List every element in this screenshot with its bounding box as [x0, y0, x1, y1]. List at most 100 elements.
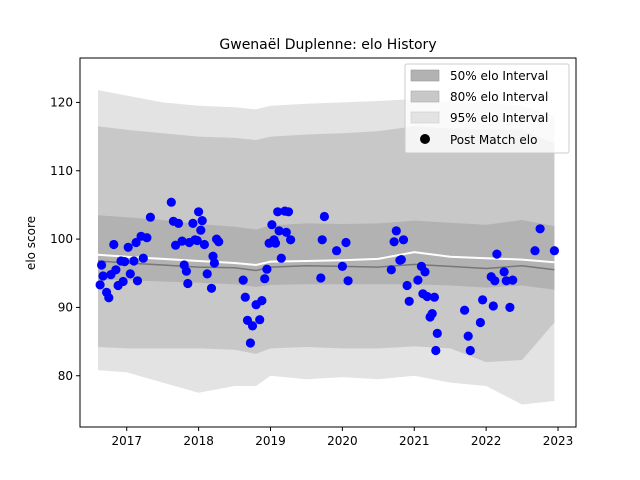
elo-point-73: [391, 226, 401, 236]
chart-title: Gwenaël Duplenne: elo History: [219, 37, 436, 53]
elo-point-52: [262, 264, 272, 274]
elo-point-4: [104, 293, 114, 303]
elo-point-43: [238, 275, 248, 285]
elo-point-37: [202, 269, 212, 279]
elo-point-20: [145, 212, 155, 222]
elo-point-14: [129, 256, 139, 266]
legend-swatch-50: [410, 69, 440, 82]
elo-point-30: [188, 218, 198, 228]
x-tick-label-2023: 2023: [543, 434, 574, 448]
elo-point-68: [337, 261, 347, 271]
elo-point-104: [549, 246, 560, 256]
x-tick-label-2020: 2020: [327, 434, 358, 448]
y-tick-label-80: 80: [58, 369, 73, 383]
elo-point-101: [508, 275, 518, 285]
legend-frame: [404, 63, 570, 154]
elo-point-92: [475, 317, 485, 328]
y-axis-ticks: 80 90 100 110 120: [50, 95, 80, 383]
elo-point-18: [138, 253, 148, 263]
elo-point-28: [183, 278, 193, 289]
x-axis-ticks: 2017 2018 2019 2020 2021 2022 2023: [111, 427, 573, 448]
elo-point-51: [260, 274, 270, 284]
elo-point-12: [123, 242, 133, 252]
elo-point-46: [245, 338, 255, 348]
elo-point-15: [131, 237, 141, 248]
elo-point-90: [463, 331, 473, 341]
legend-swatch-95: [410, 111, 440, 124]
elo-point-44: [240, 292, 250, 302]
elo-point-65: [317, 235, 327, 245]
elo-point-103: [535, 224, 545, 234]
elo-point-47: [247, 321, 258, 331]
x-tick-label-2018: 2018: [183, 434, 214, 448]
elo-point-79: [413, 275, 423, 285]
elo-point-6: [109, 239, 119, 250]
elo-point-97: [492, 249, 502, 259]
elo-point-2: [98, 271, 108, 281]
elo-point-83: [422, 291, 432, 302]
elo-point-35: [197, 216, 207, 226]
legend-label-points: Post Match elo: [450, 133, 537, 147]
elo-point-71: [386, 265, 396, 275]
elo-point-40: [209, 258, 219, 268]
elo-point-70: [343, 276, 353, 286]
y-tick-label-120: 120: [50, 95, 73, 109]
elo-point-1: [97, 260, 107, 270]
elo-point-95: [488, 301, 498, 311]
y-tick-label-90: 90: [58, 300, 73, 314]
x-tick-label-2021: 2021: [399, 434, 430, 448]
elo-point-66: [319, 211, 329, 222]
elo-point-100: [505, 302, 515, 312]
elo-point-63: [286, 235, 296, 245]
elo-point-96: [490, 276, 500, 286]
elo-point-59: [276, 253, 286, 263]
x-tick-label-2017: 2017: [111, 434, 142, 448]
elo-point-75: [396, 255, 406, 265]
elo-point-56: [270, 238, 281, 248]
legend-label-50: 50% elo Interval: [450, 69, 548, 83]
elo-point-36: [199, 239, 209, 250]
elo-point-76: [398, 235, 409, 245]
elo-point-62: [283, 207, 294, 217]
x-tick-label-2022: 2022: [471, 434, 502, 448]
plot-area: [95, 90, 560, 405]
median-line: [97, 260, 555, 272]
mean-line: [97, 251, 555, 267]
legend-label-80: 80% elo Interval: [450, 90, 548, 104]
elo-point-11: [120, 257, 130, 267]
elo-point-64: [316, 273, 326, 283]
elo-point-67: [332, 246, 342, 256]
median-mean-lines: [97, 251, 555, 272]
elo-point-27: [181, 266, 191, 276]
elo-point-98: [499, 267, 509, 277]
elo-point-16: [132, 276, 143, 286]
legend-swatch-80: [410, 90, 440, 103]
elo-point-57: [273, 207, 283, 217]
elo-point-0: [95, 280, 105, 290]
elo-point-72: [389, 237, 399, 247]
legend: 50% elo Interval 80% elo Interval 95% el…: [404, 63, 570, 154]
plot-frame: [79, 57, 577, 428]
band-50: [98, 215, 555, 290]
elo-point-50: [257, 296, 267, 306]
elo-point-21: [166, 197, 176, 207]
elo-point-82: [420, 267, 430, 277]
x-tick-label-2019: 2019: [255, 434, 286, 448]
elo-point-78: [404, 296, 414, 306]
elo-point-19: [142, 233, 152, 243]
elo-point-24: [173, 218, 184, 228]
elo-point-32: [192, 235, 202, 246]
elo-point-33: [194, 207, 204, 217]
post-match-points: [95, 197, 560, 356]
elo-point-25: [177, 236, 187, 246]
elo-point-7: [111, 265, 121, 275]
elo-point-58: [274, 226, 284, 236]
elo-point-87: [431, 345, 441, 356]
elo-point-34: [196, 225, 206, 235]
elo-point-102: [530, 246, 540, 256]
elo-point-77: [402, 280, 412, 291]
elo-point-91: [465, 345, 475, 356]
elo-point-89: [460, 305, 470, 315]
elo-point-69: [341, 237, 351, 248]
